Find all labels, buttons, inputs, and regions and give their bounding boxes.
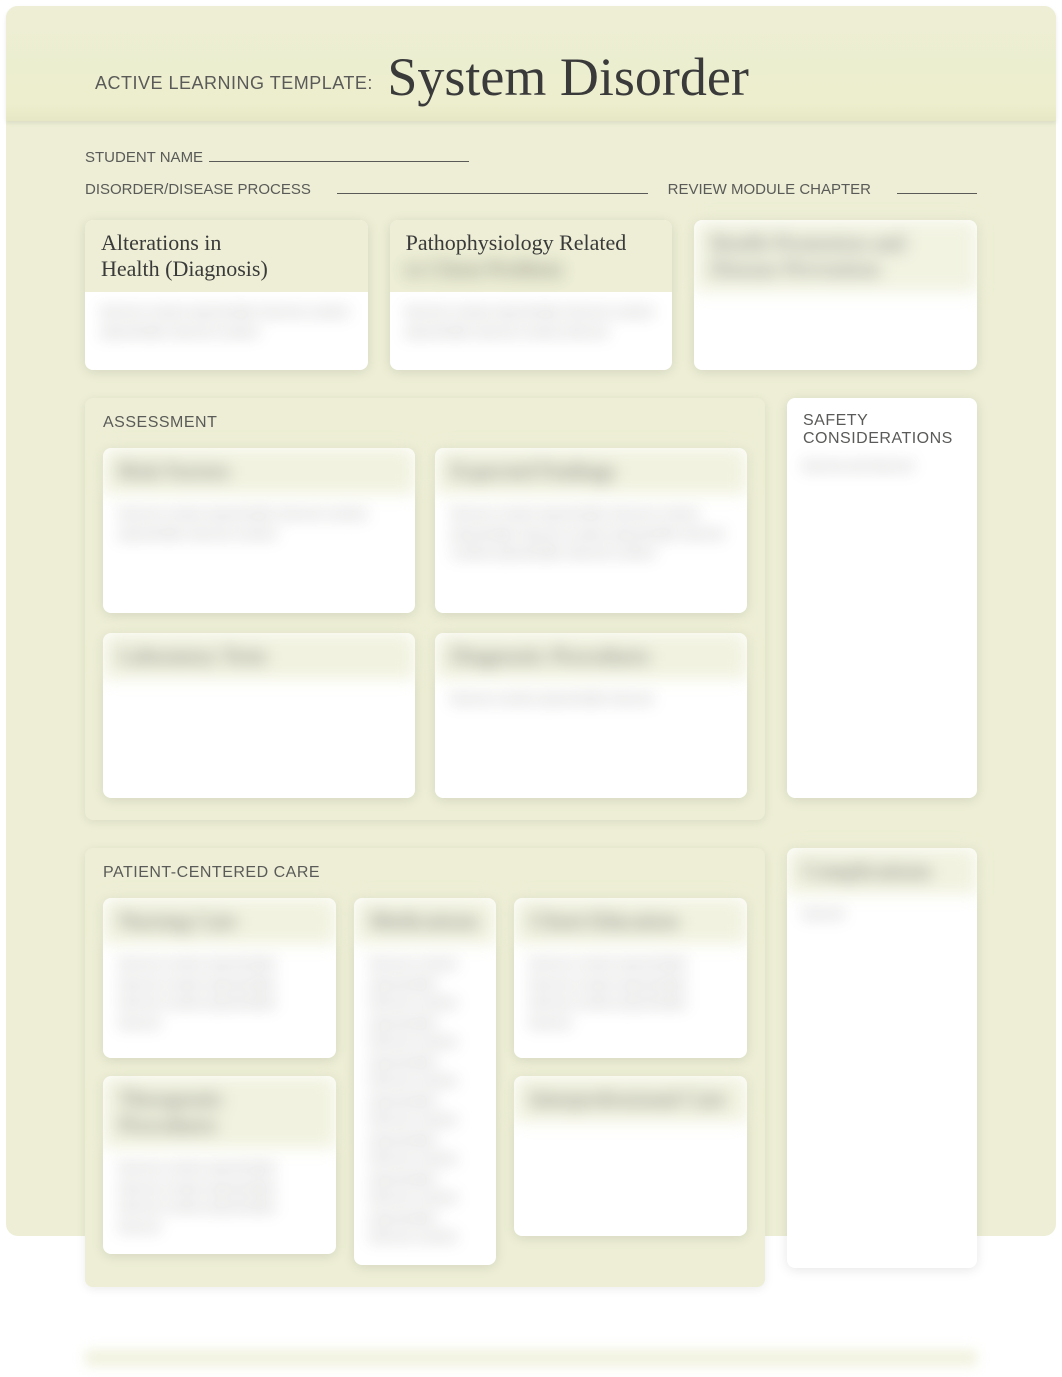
diag-body: blurred content placeholder blurred <box>451 689 731 709</box>
assessment-section: ASSESSMENT Risk Factors blurred content … <box>85 398 765 820</box>
patho-card: Pathophysiology Related to Client Proble… <box>390 220 673 370</box>
header: ACTIVE LEARNING TEMPLATE: System Disorde… <box>95 40 1022 102</box>
safety-card: SAFETY CONSIDERATIONS blurred and blurre… <box>787 398 977 798</box>
complications-title: Complications <box>787 848 977 894</box>
footer-bar <box>85 1350 977 1366</box>
edu-card: Client Education blurred content placeho… <box>514 898 747 1058</box>
expected-card: Expected Findings blurred content placeh… <box>435 448 747 613</box>
alterations-card: Alterations in Health (Diagnosis) blurre… <box>85 220 368 370</box>
pcc-grid: Nursing Care blurred content placeholder… <box>103 898 747 1265</box>
mid-row: ASSESSMENT Risk Factors blurred content … <box>85 398 977 820</box>
meds-title: Medications <box>354 898 496 944</box>
student-name-row: STUDENT NAME <box>85 148 977 166</box>
student-name-line[interactable] <box>209 148 469 162</box>
risk-card: Risk Factors blurred content placeholder… <box>103 448 415 613</box>
template-title: System Disorder <box>387 47 748 107</box>
student-name-label: STUDENT NAME <box>85 149 203 166</box>
labs-title: Laboratory Tests <box>103 633 415 679</box>
patho-title-line1: Pathophysiology Related <box>406 230 657 256</box>
alterations-title: Alterations in Health (Diagnosis) <box>85 220 368 292</box>
nursing-card: Nursing Care blurred content placeholder… <box>103 898 336 1058</box>
therapeutic-card: Therapeutic Procedures blurred content p… <box>103 1076 336 1254</box>
third-card: Health Promotion and Disease Prevention <box>694 220 977 370</box>
assessment-label: ASSESSMENT <box>103 414 747 432</box>
content: Alterations in Health (Diagnosis) blurre… <box>85 220 977 1287</box>
complications-body: blurred <box>803 904 961 924</box>
pcc-label: PATIENT-CENTERED CARE <box>103 864 747 882</box>
disorder-row: DISORDER/DISEASE PROCESS REVIEW MODULE C… <box>85 180 977 198</box>
safety-body: blurred and blurred <box>803 458 961 473</box>
disorder-label: DISORDER/DISEASE PROCESS <box>85 181 311 198</box>
complications-col: Complications blurred <box>787 848 977 1268</box>
diag-title: Diagnostic Procedures <box>435 633 747 679</box>
template-label: ACTIVE LEARNING TEMPLATE: <box>95 73 373 93</box>
inter-title: Interprofessional Care <box>514 1076 747 1122</box>
therapeutic-title: Therapeutic Procedures <box>103 1076 336 1148</box>
review-label: REVIEW MODULE CHAPTER <box>668 181 871 198</box>
edu-body: blurred content placeholder blurred cont… <box>530 954 731 1032</box>
review-line[interactable] <box>897 180 977 194</box>
form-fields: STUDENT NAME DISORDER/DISEASE PROCESS RE… <box>85 148 977 212</box>
risk-title: Risk Factors <box>103 448 415 494</box>
edu-title: Client Education <box>514 898 747 944</box>
expected-title: Expected Findings <box>435 448 747 494</box>
assessment-grid: Risk Factors blurred content placeholder… <box>103 448 747 798</box>
risk-body: blurred content placeholder blurred cont… <box>119 504 399 543</box>
patho-title-line2: to Client Problem <box>406 256 657 282</box>
complications-card: Complications blurred <box>787 848 977 1268</box>
alterations-title-line1: Alterations in <box>101 230 352 256</box>
alterations-body: blurred content placeholder blurred cont… <box>101 302 352 341</box>
therapeutic-body: blurred content placeholder blurred cont… <box>119 1158 320 1236</box>
labs-card: Laboratory Tests <box>103 633 415 798</box>
inter-card: Interprofessional Care <box>514 1076 747 1236</box>
meds-card: Medications blurred content placeholder … <box>354 898 496 1265</box>
alterations-title-line2: Health (Diagnosis) <box>101 256 352 282</box>
pcc-col-c: Client Education blurred content placeho… <box>514 898 747 1265</box>
disorder-line[interactable] <box>337 180 648 194</box>
assessment-wrap: ASSESSMENT Risk Factors blurred content … <box>85 398 765 820</box>
pcc-section: PATIENT-CENTERED CARE Nursing Care blurr… <box>85 848 765 1287</box>
pcc-row: PATIENT-CENTERED CARE Nursing Care blurr… <box>85 848 977 1287</box>
pcc-col-a: Nursing Care blurred content placeholder… <box>103 898 336 1265</box>
meds-body: blurred content placeholder blurred cont… <box>370 954 480 1247</box>
patho-body: blurred content placeholder blurred cont… <box>406 302 657 341</box>
nursing-body: blurred content placeholder blurred cont… <box>119 954 320 1032</box>
diag-card: Diagnostic Procedures blurred content pl… <box>435 633 747 798</box>
pcc-col-b: Medications blurred content placeholder … <box>354 898 496 1265</box>
patho-title: Pathophysiology Related to Client Proble… <box>390 220 673 292</box>
third-title: Health Promotion and Disease Prevention <box>694 220 977 292</box>
nursing-title: Nursing Care <box>103 898 336 944</box>
safety-label: SAFETY CONSIDERATIONS <box>803 412 961 448</box>
expected-body: blurred content placeholder blurred cont… <box>451 504 731 563</box>
top-row: Alterations in Health (Diagnosis) blurre… <box>85 220 977 370</box>
